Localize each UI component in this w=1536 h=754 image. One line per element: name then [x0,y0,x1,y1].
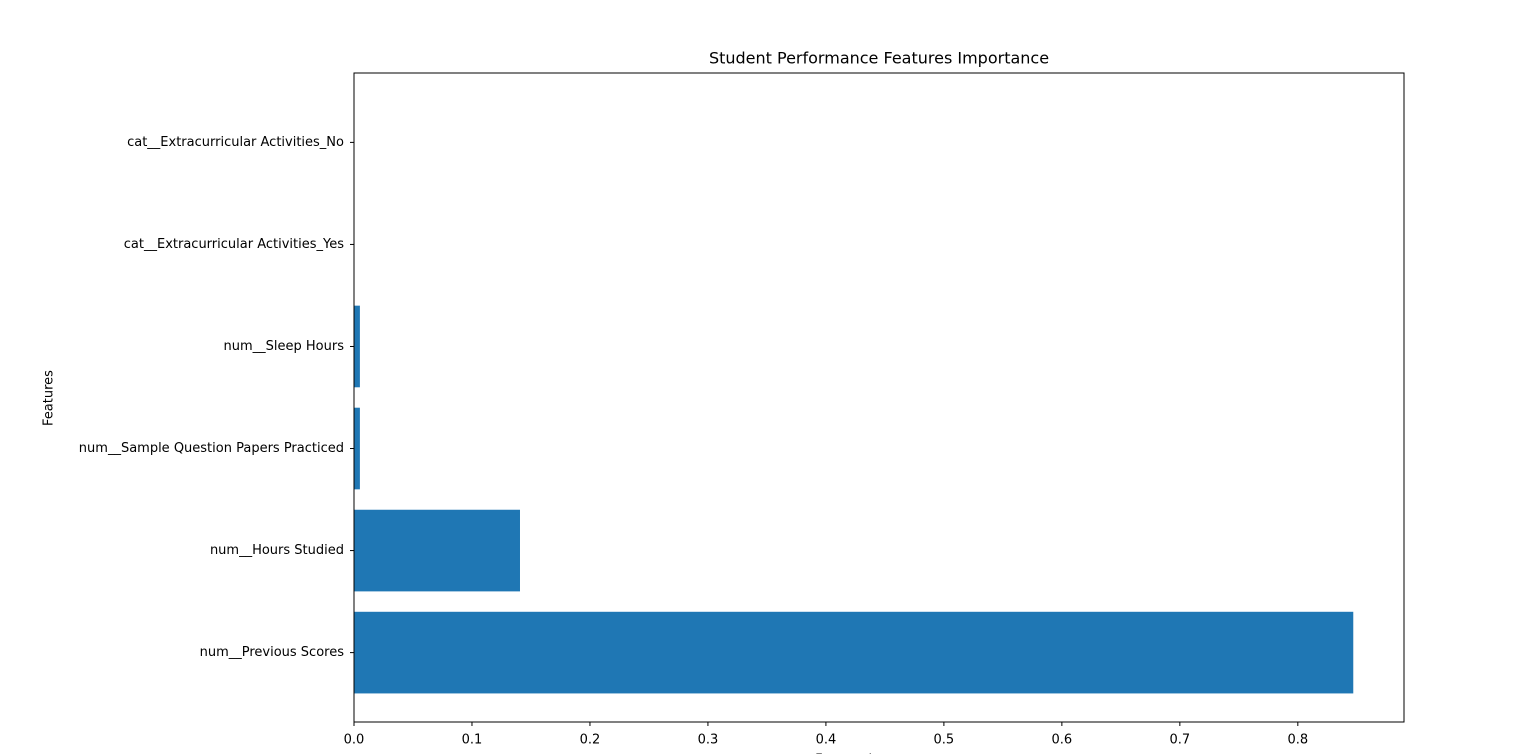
chart-title: Student Performance Features Importance [709,49,1049,68]
bar [354,407,360,490]
x-tick-label: 0.8 [1287,733,1308,748]
bar [354,305,360,388]
y-tick-label: num__Sample Question Papers Practiced [79,441,344,456]
y-tick-label: num__Hours Studied [210,543,344,558]
x-tick-label: 0.3 [698,733,719,748]
y-tick-label: num__Sleep Hours [224,339,345,354]
x-tick-label: 0.5 [934,733,955,748]
bar [354,509,520,592]
x-tick-label: 0.6 [1052,733,1073,748]
bar [354,611,1354,694]
x-tick-label: 0.7 [1169,733,1190,748]
x-tick-label: 0.0 [344,733,365,748]
x-tick-label: 0.2 [580,733,601,748]
x-tick-label: 0.1 [462,733,483,748]
y-tick-label: num__Previous Scores [200,645,345,660]
x-tick-label: 0.4 [816,733,837,748]
x-axis-label: Feature Importance [815,753,943,754]
plot-frame [353,72,1405,723]
y-tick-label: cat__Extracurricular Activities_No [127,135,344,150]
y-tick-label: cat__Extracurricular Activities_Yes [124,237,344,252]
y-axis-label: Features [42,370,57,426]
